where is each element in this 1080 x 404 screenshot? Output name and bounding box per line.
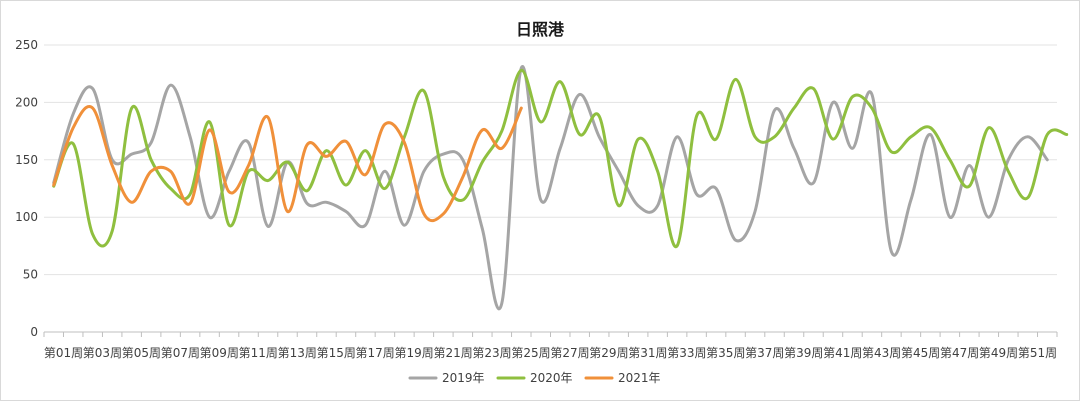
legend-item: 2021年 bbox=[584, 371, 661, 385]
series-line-2021年 bbox=[52, 105, 523, 223]
y-tick-label: 0 bbox=[30, 325, 38, 339]
series-lines bbox=[52, 65, 1069, 311]
legend: 2019年 2020年 2021年 bbox=[408, 371, 661, 385]
x-axis: 第01周 第03周 第05周 第07周 第09周 第11周 第13周 第15周 第17周 第19周… bbox=[43, 332, 1058, 360]
y-axis: 0 50 100 150 200 250 bbox=[15, 38, 38, 339]
x-tick-label: 第43周 bbox=[862, 346, 901, 360]
y-tick-label: 250 bbox=[15, 38, 38, 52]
x-tick-label: 第25周 bbox=[511, 346, 550, 360]
legend-label: 2021年 bbox=[618, 371, 661, 385]
x-tick-label: 第11周 bbox=[239, 346, 278, 360]
x-tick-label: 第05周 bbox=[122, 346, 161, 360]
series-line-2020年 bbox=[52, 68, 1069, 249]
x-tick-label: 第03周 bbox=[83, 346, 122, 360]
chart-title: 日照港 bbox=[516, 20, 565, 39]
x-tick-label: 第49周 bbox=[979, 346, 1018, 360]
x-tick-label: 第13周 bbox=[278, 346, 317, 360]
x-tick-label: 第41周 bbox=[823, 346, 862, 360]
x-tick-label: 第33周 bbox=[667, 346, 706, 360]
series-line-2019年 bbox=[52, 65, 1049, 311]
x-tick-label: 第01周 bbox=[44, 346, 83, 360]
x-tick-label: 第17周 bbox=[356, 346, 395, 360]
y-tick-label: 150 bbox=[15, 153, 38, 167]
x-tick-label: 第39周 bbox=[784, 346, 823, 360]
x-tick-label: 第21周 bbox=[433, 346, 472, 360]
x-tick-label: 第07周 bbox=[161, 346, 200, 360]
x-tick-label: 第23周 bbox=[472, 346, 511, 360]
x-tick-label: 第19周 bbox=[394, 346, 433, 360]
x-tick-label: 第47周 bbox=[940, 346, 979, 360]
x-tick-label: 第31周 bbox=[628, 346, 667, 360]
x-tick-label: 第45周 bbox=[901, 346, 940, 360]
x-tick-label: 第27周 bbox=[550, 346, 589, 360]
x-tick-label: 第15周 bbox=[317, 346, 356, 360]
x-tick-label: 第29周 bbox=[589, 346, 628, 360]
x-tick-label: 第37周 bbox=[745, 346, 784, 360]
y-tick-label: 200 bbox=[15, 95, 38, 109]
x-tick-label: 第35周 bbox=[706, 346, 745, 360]
legend-item: 2020年 bbox=[496, 371, 573, 385]
x-tick-label: 第51周 bbox=[1018, 346, 1057, 360]
legend-item: 2019年 bbox=[408, 371, 485, 385]
legend-label: 2019年 bbox=[442, 371, 485, 385]
legend-label: 2020年 bbox=[530, 371, 573, 385]
x-tick-label: 第09周 bbox=[200, 346, 239, 360]
y-tick-label: 50 bbox=[23, 268, 38, 282]
y-tick-label: 100 bbox=[15, 210, 38, 224]
